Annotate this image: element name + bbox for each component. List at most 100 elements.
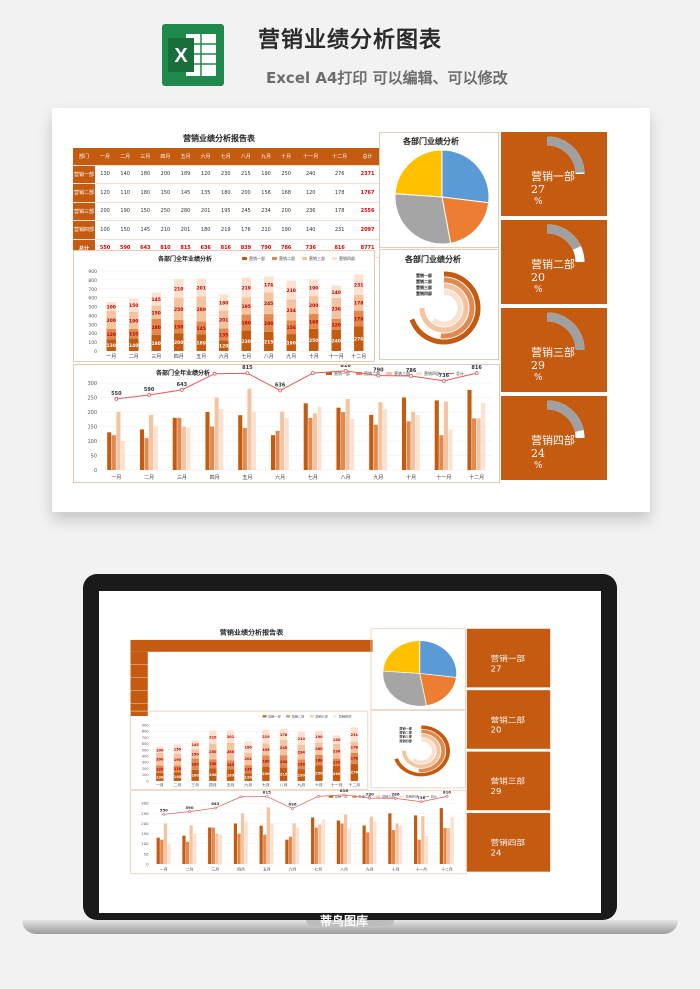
x-tick-label: 十月 <box>406 474 416 481</box>
x-tick-label: 十二月 <box>441 867 453 872</box>
y-tick-label: 200 <box>88 331 97 337</box>
line-point <box>114 396 119 401</box>
svg-text:X: X <box>174 45 188 67</box>
bar-segment <box>331 285 341 299</box>
data-label: 250 <box>174 307 183 313</box>
preview-kpi-value: 24 <box>490 848 501 857</box>
kpi-card-dept2: 营销二部 20 % <box>501 220 607 304</box>
pie-slice <box>394 193 452 245</box>
bar <box>421 816 425 864</box>
legend-swatch <box>309 715 314 718</box>
x-tick-label: 四月 <box>237 867 245 872</box>
bar <box>144 438 149 470</box>
kpi-value: 20 <box>531 271 545 284</box>
kpi-name: 营销四部 <box>531 434 575 447</box>
preview-dept-cell <box>130 664 148 678</box>
data-label: 145 <box>152 297 161 303</box>
data-label: 189 <box>227 774 235 778</box>
bar-segment <box>196 334 206 351</box>
data-label: 236 <box>333 750 341 754</box>
total-cell: 2371 <box>354 165 381 184</box>
data-label: 150 <box>152 310 161 316</box>
value-cell: 145 <box>175 183 196 203</box>
legend-label: 营销三部 <box>394 370 410 376</box>
y-tick-label: 900 <box>88 269 97 275</box>
bar <box>414 815 418 864</box>
preview-table-header <box>130 639 373 652</box>
line-point <box>245 371 250 376</box>
column-header: 十月 <box>276 148 297 166</box>
bar <box>318 824 322 864</box>
line-point <box>291 807 295 810</box>
bar <box>244 821 248 864</box>
bar <box>406 421 411 470</box>
bar-segment <box>174 319 184 334</box>
data-label: 200 <box>280 760 288 764</box>
bar-segment <box>196 321 206 335</box>
gauge-fill <box>546 312 585 351</box>
kpi-name: 营销一部 <box>531 170 575 183</box>
preview-kpi-name: 营销三部 <box>490 776 525 785</box>
value-cell: 210 <box>155 220 176 240</box>
dept-cell: 营销一部 <box>73 165 95 184</box>
combo-chart-title: 各部门全年业绩分析 <box>156 370 211 377</box>
value-cell: 200 <box>155 165 176 184</box>
bar-segment <box>350 763 359 781</box>
data-label: 276 <box>354 337 363 343</box>
preview-kpi-name: 营销二部 <box>490 715 525 724</box>
bar-segment <box>244 773 252 781</box>
y-tick-label: 100 <box>141 842 149 846</box>
bar-segment <box>151 319 161 335</box>
dept-cell: 营销三部 <box>73 202 95 221</box>
bar <box>266 807 270 864</box>
data-label: 200 <box>156 758 164 762</box>
kpi-value: 24 <box>531 447 545 460</box>
bar <box>120 441 126 470</box>
table-row: 营销四部 100 150 145 210 201 180 219 176 210 190 140 231… <box>73 220 381 240</box>
bar <box>218 834 223 864</box>
dept-cell: 营销二部 <box>73 183 95 203</box>
kpi-gauge-icon <box>546 400 585 439</box>
x-tick-label: 三月 <box>191 782 199 787</box>
value-cell: 189 <box>175 165 196 184</box>
bar-segment <box>315 754 323 766</box>
bar-segment <box>151 335 161 351</box>
bar-segment <box>354 326 364 351</box>
value-cell: 150 <box>135 202 156 221</box>
bar <box>450 817 454 864</box>
kpi-value: 27 <box>531 183 545 196</box>
bar <box>270 435 276 470</box>
y-tick-label: 0 <box>94 468 97 474</box>
x-tick-label: 四月 <box>174 354 184 360</box>
value-cell: 240 <box>296 165 326 184</box>
bar <box>417 839 421 864</box>
data-label: 234 <box>298 751 306 755</box>
data-label: 135 <box>219 332 228 338</box>
legend-label: 总计 <box>431 794 437 799</box>
y-tick-label: 250 <box>87 396 97 402</box>
table-body: 营销一部 130 140 180 200 189 120 230 215 190 250 240 276… <box>73 165 381 258</box>
data-label: 190 <box>174 758 182 762</box>
line-point <box>393 797 397 800</box>
radial-legend-label: 营销四部 <box>416 290 432 296</box>
legend-swatch <box>326 372 332 375</box>
line-data-label: 786 <box>406 368 417 374</box>
value-cell: 280 <box>175 202 196 221</box>
bar <box>415 414 420 470</box>
value-cell: 150 <box>115 220 136 240</box>
data-label: 120 <box>245 776 253 780</box>
bar <box>308 417 313 470</box>
legend-label: 营销三部 <box>382 794 395 799</box>
value-cell: 201 <box>175 220 196 240</box>
bar <box>149 414 154 470</box>
bar <box>242 427 247 470</box>
preview-panel-border <box>370 628 466 711</box>
data-label: 176 <box>280 733 288 737</box>
y-tick-label: 700 <box>142 736 149 740</box>
x-tick-label: 七月 <box>308 474 318 481</box>
legend-swatch <box>328 795 334 798</box>
data-label: 231 <box>351 733 359 737</box>
bar <box>317 406 322 470</box>
radial-bar <box>440 277 475 339</box>
bar <box>219 409 224 470</box>
